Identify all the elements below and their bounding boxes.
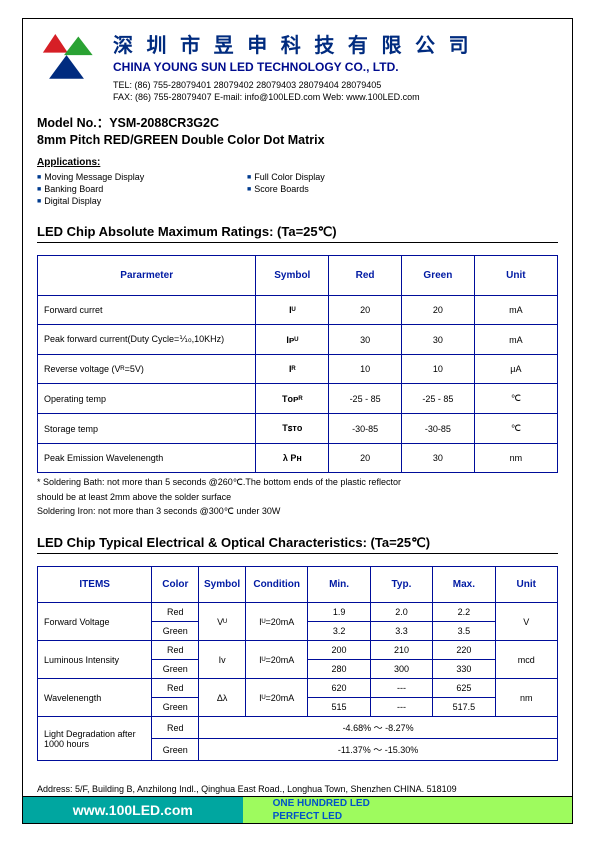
applications-title: Applications: [37,157,558,168]
section-title-max-ratings: LED Chip Absolute Maximum Ratings: (Ta=2… [37,224,558,243]
th-unit: Unit [474,256,557,296]
app-item: Score Boards [247,184,417,194]
footer-slogan-1: ONE HUNDRED LED [273,797,572,810]
footer-address: Address: 5/F, Building B, Anzhilong Indl… [23,782,572,797]
th-items: ITEMS [38,567,152,603]
table-row: Peak Emission Wavelenengthλ Pʜ2030nm [38,444,558,473]
table-row: Peak forward current(Duty Cycle=⅒,10KHz)… [38,325,558,355]
th-max: Max. [433,567,495,603]
th-symbol: Symbol [199,567,246,603]
model-no: Model No.：YSM-2088CR3G2C [37,112,558,131]
footer-banner: www.100LED.com ONE HUNDRED LED PERFECT L… [23,797,572,823]
footer-slogan-2: PERFECT LED [273,810,572,823]
app-item: Moving Message Display [37,172,207,182]
th-parameter: Pararmeter [38,256,256,296]
pitch-line: 8mm Pitch RED/GREEN Double Color Dot Mat… [37,133,558,147]
solder-note-1: * Soldering Bath: not more than 5 second… [37,477,558,488]
page-frame: 深 圳 市 昱 申 科 技 有 限 公 司 CHINA YOUNG SUN LE… [22,18,573,824]
th-red: Red [329,256,402,296]
table-row: Forward VoltageRedVᵁIᵁ=20mA1.92.02.2V [38,603,558,622]
footer-slogan: ONE HUNDRED LED PERFECT LED [243,797,572,823]
table-row: WavelenengthRedΔλIᵁ=20mA620---625nm [38,679,558,698]
th-color: Color [152,567,199,603]
th-symbol: Symbol [256,256,329,296]
contact-block: TEL: (86) 755-28079401 28079402 28079403… [113,80,558,102]
solder-note-3: Soldering Iron: not more than 3 seconds … [37,506,558,517]
header-text: 深 圳 市 昱 申 科 技 有 限 公 司 CHINA YOUNG SUN LE… [113,29,558,104]
app-item: Banking Board [37,184,207,194]
company-name-cn: 深 圳 市 昱 申 科 技 有 限 公 司 [113,29,558,58]
table-row: Luminous IntensityRedIᴠIᵁ=20mA200210220m… [38,641,558,660]
th-min: Min. [308,567,370,603]
company-name-en: CHINA YOUNG SUN LED TECHNOLOGY CO., LTD. [113,60,558,74]
header: 深 圳 市 昱 申 科 技 有 限 公 司 CHINA YOUNG SUN LE… [37,29,558,104]
section-title-characteristics: LED Chip Typical Electrical & Optical Ch… [37,535,558,554]
table-row: Reverse voltage (Vᴿ=5V)Iᴿ1010μA [38,355,558,384]
table-row: Operating tempTᴏᴘᴿ-25 - 85-25 - 85℃ [38,384,558,414]
table-row: Forward curretIᵁ2020mA [38,296,558,325]
tel-line: TEL: (86) 755-28079401 28079402 28079403… [113,80,558,90]
max-ratings-table: Pararmeter Symbol Red Green Unit Forward… [37,255,558,473]
applications-list: Moving Message Display Full Color Displa… [37,172,417,206]
th-green: Green [401,256,474,296]
fax-line: FAX: (86) 755-28079407 E-mail: info@100L… [113,92,558,102]
app-item: Full Color Display [247,172,417,182]
footer-site: www.100LED.com [23,797,243,823]
characteristics-table: ITEMS Color Symbol Condition Min. Typ. M… [37,566,558,761]
solder-note-2: should be at least 2mm above the solder … [37,492,558,502]
table-row: Storage tempTꜱᴛᴏ-30-85-30-85℃ [38,414,558,444]
company-logo [37,29,101,85]
th-typ: Typ. [370,567,432,603]
th-condition: Condition [245,567,307,603]
table-row: Light Degradation after 1000 hoursRed-4.… [38,717,558,739]
footer: Address: 5/F, Building B, Anzhilong Indl… [23,782,572,823]
th-unit: Unit [495,567,557,603]
app-item: Digital Display [37,196,207,206]
